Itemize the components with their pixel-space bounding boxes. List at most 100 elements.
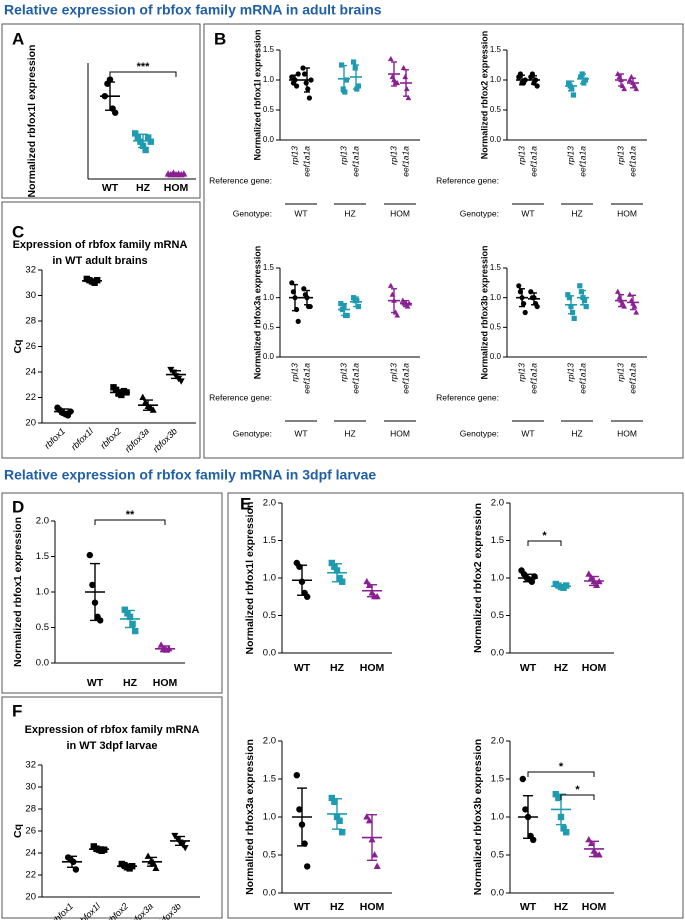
y-tick-label: 1.0 xyxy=(491,812,504,823)
y-tick-label: 1.5 xyxy=(263,535,276,546)
data-point xyxy=(134,134,141,141)
data-point xyxy=(305,86,311,92)
data-point xyxy=(304,593,311,600)
data-point xyxy=(331,798,338,805)
data-point xyxy=(355,83,361,89)
data-point xyxy=(177,378,185,385)
x-tick-label: WT xyxy=(102,182,119,194)
y-tick-label: 0.5 xyxy=(490,105,502,114)
y-tick-label: 0.0 xyxy=(491,888,504,899)
genotype-name: WT xyxy=(521,208,534,218)
data-point xyxy=(365,816,373,824)
x-tick-label: HOM xyxy=(360,662,385,674)
x-tick-label: rbfox2 xyxy=(98,426,123,451)
data-point xyxy=(555,794,562,802)
significance-bracket xyxy=(527,540,562,546)
x-tick-label: eef1a1a xyxy=(350,146,360,177)
significance-label: * xyxy=(559,761,564,773)
data-point xyxy=(621,85,628,92)
x-tick-label: eef1a1a xyxy=(528,363,538,394)
section-heading: Relative expression of rbfox family mRNA… xyxy=(4,467,376,483)
data-point xyxy=(578,289,584,295)
y-tick-label: 0.0 xyxy=(263,888,276,899)
significance-label: * xyxy=(575,784,580,796)
x-tick-label: eef1a1a xyxy=(400,146,410,177)
x-tick-label: HZ xyxy=(123,677,138,689)
data-point xyxy=(343,77,349,83)
data-point xyxy=(124,610,131,617)
data-point xyxy=(121,606,128,613)
panel-box xyxy=(1,23,201,199)
x-tick-label: rpl13 xyxy=(338,146,348,165)
data-point xyxy=(338,301,344,307)
chart-title: Expression of rbfox family mRNA xyxy=(25,724,200,736)
y-tick-label: 2.0 xyxy=(36,516,49,527)
significance-label: *** xyxy=(137,61,151,73)
data-point xyxy=(394,312,401,318)
x-tick-label: rpl13 xyxy=(516,363,526,382)
y-tick-label: 2.0 xyxy=(263,736,276,747)
x-tick-label: HZ xyxy=(330,662,345,674)
x-tick-label: rbfox3a xyxy=(123,426,151,454)
x-tick-label: eef1a1a xyxy=(577,363,587,394)
genotype-name: HOM xyxy=(390,208,410,218)
data-point xyxy=(402,73,409,80)
data-point xyxy=(106,76,114,83)
y-tick-label: 1.0 xyxy=(263,293,275,302)
y-tick-label: 0.5 xyxy=(491,610,504,621)
data-point xyxy=(569,86,575,92)
genotype-label: Genotype: xyxy=(233,208,272,218)
data-point xyxy=(137,138,144,145)
y-tick-label: 20 xyxy=(25,418,36,429)
data-point xyxy=(373,862,381,869)
x-tick-label: rpl13 xyxy=(289,146,299,165)
data-point xyxy=(552,791,559,798)
x-tick-label: rbfox3b xyxy=(151,426,179,454)
y-tick-label: 24 xyxy=(25,367,36,378)
y-tick-label: 28 xyxy=(25,804,36,815)
data-point xyxy=(363,577,371,585)
x-tick-label: eef1a1a xyxy=(627,146,637,177)
data-point xyxy=(614,288,621,294)
data-point xyxy=(306,95,312,101)
y-axis-label: Normalized rbfox1 expression xyxy=(12,517,24,667)
y-axis-label: Cq xyxy=(12,824,24,838)
data-point xyxy=(633,309,640,315)
data-point xyxy=(522,806,529,813)
genotype-name: WT xyxy=(521,428,534,438)
x-tick-label: eef1a1a xyxy=(627,363,637,394)
x-tick-label: HZ xyxy=(136,182,151,194)
y-tick-label: 30 xyxy=(25,290,36,301)
genotype-name: HZ xyxy=(344,208,355,218)
significance-bracket xyxy=(560,794,595,800)
panel-label: B xyxy=(214,29,226,48)
data-point xyxy=(300,65,306,71)
data-point xyxy=(141,398,149,406)
x-tick-label: rpl13 xyxy=(565,146,575,165)
y-axis-label: Normalized rbfox1l expression xyxy=(26,45,38,198)
data-point xyxy=(152,864,160,871)
x-tick-label: eef1a1a xyxy=(577,146,587,177)
data-point xyxy=(633,85,640,92)
x-tick-label: rpl13 xyxy=(516,146,526,165)
panel-label: C xyxy=(12,222,24,241)
data-point xyxy=(304,863,311,870)
x-tick-label: rbfox1l xyxy=(76,900,103,920)
y-tick-label: 0.0 xyxy=(490,135,502,144)
panel-box xyxy=(1,201,201,459)
panel-label: A xyxy=(12,29,24,48)
y-axis-label: Normalized rbfox2 expression xyxy=(479,31,489,160)
y-tick-label: 0.0 xyxy=(263,352,275,361)
data-point xyxy=(351,59,357,65)
x-tick-label: HZ xyxy=(554,662,569,674)
data-point xyxy=(352,65,358,71)
y-tick-label: 1.0 xyxy=(263,75,275,84)
x-tick-label: WT xyxy=(520,901,537,913)
y-axis-label: Normalized rbfox3b expression xyxy=(479,245,489,379)
y-tick-label: 30 xyxy=(25,782,36,793)
y-tick-label: 1.5 xyxy=(490,263,502,272)
x-tick-label: rbfox1l xyxy=(69,425,96,452)
x-tick-label: HOM xyxy=(153,677,178,689)
significance-label: ** xyxy=(126,509,135,521)
genotype-name: HOM xyxy=(390,428,410,438)
